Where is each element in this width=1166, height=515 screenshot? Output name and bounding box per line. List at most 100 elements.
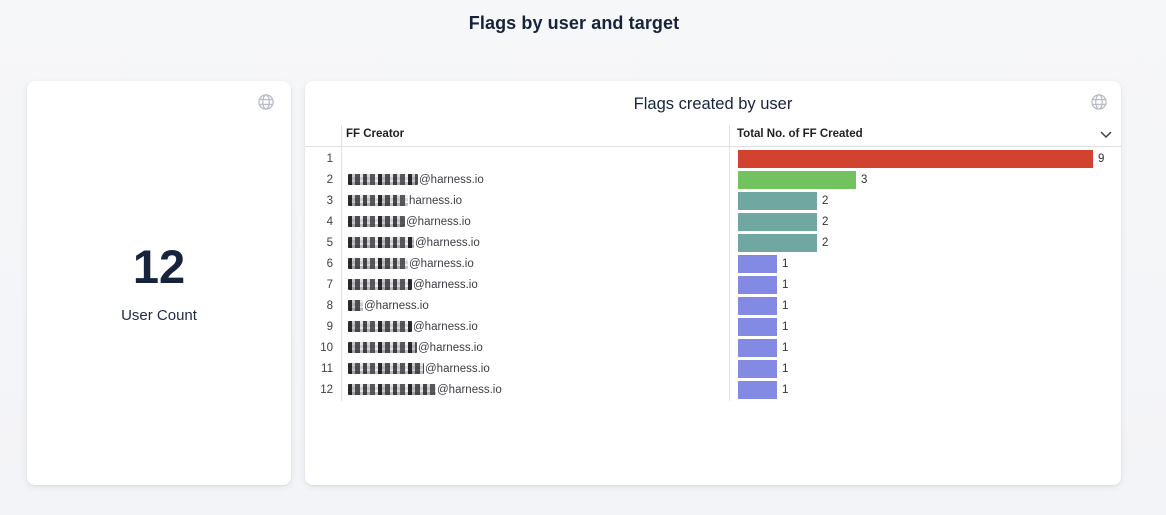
bar[interactable] [738, 296, 777, 315]
bar-value-label: 2 [822, 236, 829, 249]
table-row[interactable]: 2 @harness.io 3 [305, 169, 1121, 190]
email-suffix: @harness.io [418, 341, 483, 354]
bar-cell: 1 [729, 254, 1121, 273]
ff-creator-cell: @harness.io [341, 384, 729, 396]
column-divider [729, 125, 730, 401]
bar[interactable] [738, 254, 777, 273]
email-suffix: @harness.io [425, 362, 490, 375]
row-number: 8 [326, 299, 333, 312]
table-row[interactable]: 9 @harness.io 1 [305, 316, 1121, 337]
redacted-email [348, 216, 405, 227]
bar-value-label: 1 [782, 362, 789, 375]
email-suffix: @harness.io [364, 299, 429, 312]
table-row[interactable]: 3 harness.io 2 [305, 190, 1121, 211]
redacted-email [348, 321, 412, 332]
bar[interactable] [738, 191, 817, 210]
ff-creator-cell: @harness.io [341, 174, 729, 186]
row-number: 1 [326, 152, 333, 165]
ff-creator-cell: @harness.io [341, 321, 729, 333]
bar-value-label: 1 [782, 278, 789, 291]
chevron-down-icon[interactable] [1100, 131, 1112, 139]
row-number: 7 [326, 278, 333, 291]
bar-value-label: 1 [782, 341, 789, 354]
row-number: 12 [320, 383, 333, 396]
ff-creator-cell: @harness.io [341, 363, 729, 375]
row-number: 2 [326, 173, 333, 186]
bar-cell: 2 [729, 212, 1121, 231]
email-suffix: @harness.io [413, 320, 478, 333]
ff-creator-cell: @harness.io [341, 216, 729, 228]
bar[interactable] [738, 212, 817, 231]
bar-cell: 1 [729, 317, 1121, 336]
ff-creator-cell: @harness.io [341, 342, 729, 354]
bar-cell: 1 [729, 275, 1121, 294]
user-count-value: 12 [132, 240, 186, 293]
table-row[interactable]: 7 @harness.io 1 [305, 274, 1121, 295]
table-row[interactable]: 8 @harness.io 1 [305, 295, 1121, 316]
ff-creator-cell: harness.io [341, 195, 729, 207]
redacted-email [348, 237, 414, 248]
table-row[interactable]: 4 @harness.io 2 [305, 211, 1121, 232]
redacted-email [348, 300, 363, 311]
redacted-email [348, 174, 418, 185]
dashboard-title: Flags by user and target [468, 13, 680, 33]
table-row[interactable]: 5 @harness.io 2 [305, 232, 1121, 253]
globe-icon[interactable] [1090, 93, 1108, 111]
redacted-email [348, 279, 412, 290]
bar-cell: 2 [729, 233, 1121, 252]
email-suffix: @harness.io [419, 173, 484, 186]
table-row[interactable]: 11 @harness.io 1 [305, 358, 1121, 379]
column-header-ff-creator[interactable]: FF Creator [346, 128, 405, 140]
flags-created-tile: Flags created by user FF Creator Total N… [305, 81, 1121, 485]
row-number: 4 [326, 215, 333, 228]
row-number: 5 [326, 236, 333, 249]
row-number: 10 [320, 341, 333, 354]
email-suffix: @harness.io [413, 278, 478, 291]
bar-value-label: 9 [1098, 152, 1105, 165]
ff-creator-cell: @harness.io [341, 300, 729, 312]
bar-cell: 1 [729, 359, 1121, 378]
redacted-email [348, 195, 408, 206]
ff-creator-cell: @harness.io [341, 279, 729, 291]
bar[interactable] [738, 317, 777, 336]
globe-icon[interactable] [257, 93, 275, 111]
table-row[interactable]: 12 @harness.io 1 [305, 379, 1121, 400]
bar[interactable] [738, 170, 856, 189]
bar-value-label: 1 [782, 320, 789, 333]
bar-value-label: 2 [822, 194, 829, 207]
bar-value-label: 1 [782, 299, 789, 312]
bar-cell: 1 [729, 380, 1121, 399]
bar[interactable] [738, 233, 817, 252]
bar-value-label: 1 [782, 383, 789, 396]
redacted-email [348, 384, 436, 395]
table-row[interactable]: 10 @harness.io 1 [305, 337, 1121, 358]
table-body: 1 9 2 @harness.io 3 3 harness.io 2 4 @harness.io 2… [305, 148, 1121, 400]
redacted-email [348, 258, 408, 269]
bar-cell: 9 [729, 149, 1121, 168]
bar[interactable] [738, 275, 777, 294]
column-header-total-ff-created[interactable]: Total No. of FF Created [737, 128, 863, 140]
email-suffix: @harness.io [406, 215, 471, 228]
email-suffix: @harness.io [415, 236, 480, 249]
table-row[interactable]: 6 @harness.io 1 [305, 253, 1121, 274]
row-number: 11 [321, 362, 333, 375]
ff-creator-cell: @harness.io [341, 258, 729, 270]
bar[interactable] [738, 359, 777, 378]
bar-cell: 2 [729, 191, 1121, 210]
redacted-email [348, 363, 424, 374]
column-divider [341, 125, 342, 401]
tile-title: Flags created by user [633, 95, 793, 113]
bar[interactable] [738, 338, 777, 357]
bar-value-label: 2 [822, 215, 829, 228]
bar-cell: 1 [729, 296, 1121, 315]
bar-cell: 1 [729, 338, 1121, 357]
bar[interactable] [738, 380, 777, 399]
table-header: FF Creator Total No. of FF Created [305, 125, 1121, 147]
user-count-tile: 12 User Count [27, 81, 291, 485]
bar-value-label: 1 [782, 257, 789, 270]
bar[interactable] [738, 149, 1093, 168]
ff-creator-cell: @harness.io [341, 237, 729, 249]
user-count-label: User Count [121, 307, 197, 324]
row-number: 6 [326, 257, 333, 270]
